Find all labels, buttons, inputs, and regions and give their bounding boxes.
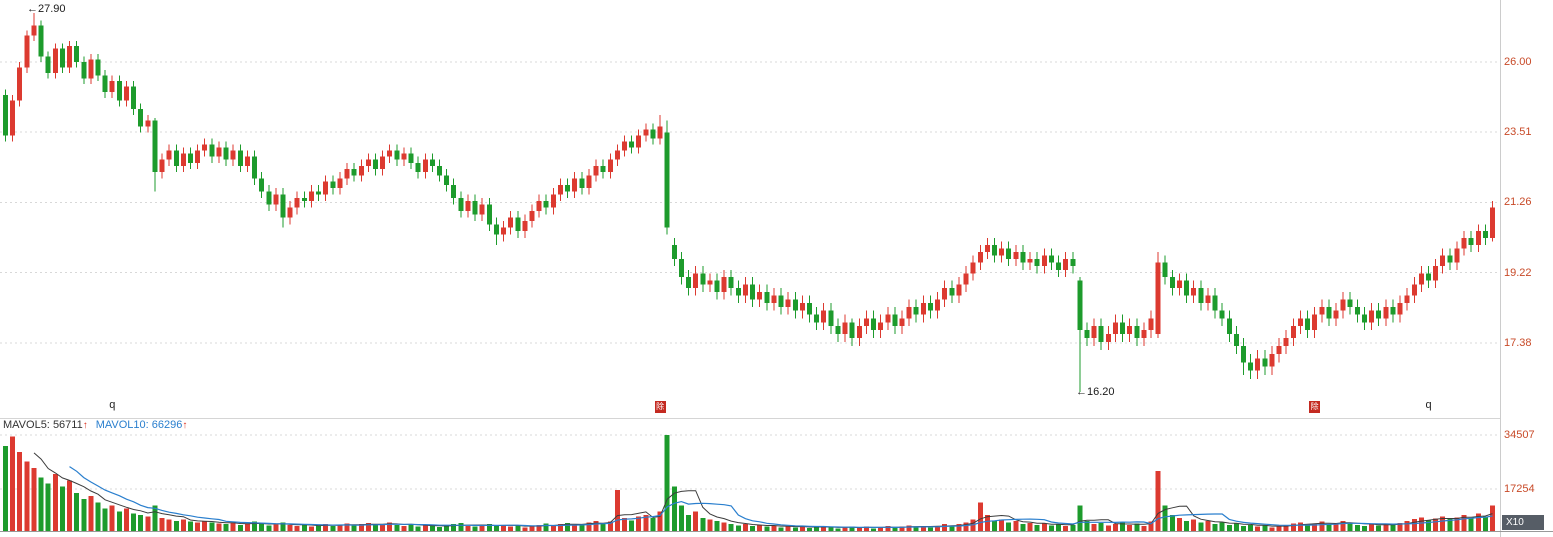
up-arrow-icon: ↑ [182, 420, 188, 431]
volume-indicator-labels: MAVOL5: 56711↑ MAVOL10: 66296↑ [3, 419, 187, 431]
price-axis-label: 17.38 [1504, 337, 1532, 349]
mavol10-label[interactable]: MAVOL10: 66296↑ [96, 419, 188, 431]
price-axis-label: 21.26 [1504, 196, 1532, 208]
price-axis-label: 26.00 [1504, 56, 1532, 68]
ex-rights-badge[interactable]: 除 [1309, 401, 1321, 413]
mavol10-value: 66296 [151, 419, 183, 431]
axis-separator-line [1500, 0, 1501, 537]
low-price-annotation: ←16.20 [1076, 386, 1115, 398]
pane-separator-line [0, 418, 1500, 419]
mavol5-label[interactable]: MAVOL5: 56711↑ [3, 419, 88, 431]
axis-marker-q: q [1425, 399, 1432, 411]
high-price-value: 27.90 [38, 3, 66, 15]
ex-rights-badge[interactable]: 除 [654, 401, 666, 413]
chart-bottom-border [0, 531, 1553, 532]
up-arrow-icon: ↑ [82, 420, 88, 431]
low-price-value: 16.20 [1087, 386, 1115, 398]
mavol5-value: 56711 [52, 419, 83, 431]
volume-axis-label: 34507 [1504, 429, 1535, 441]
price-axis-label: 23.51 [1504, 126, 1532, 138]
volume-axis-label: 17254 [1504, 483, 1535, 495]
high-price-annotation: ←27.90 [27, 3, 66, 15]
volume-multiplier-badge: X10 [1502, 515, 1544, 530]
mavol10-name: MAVOL10: [95, 419, 149, 431]
price-axis-label: 19.22 [1504, 267, 1532, 279]
left-arrow-icon: ← [1076, 386, 1087, 398]
left-arrow-icon: ← [27, 3, 38, 15]
axis-marker-q: q [109, 399, 116, 411]
mavol5-name: MAVOL5: [3, 419, 50, 431]
